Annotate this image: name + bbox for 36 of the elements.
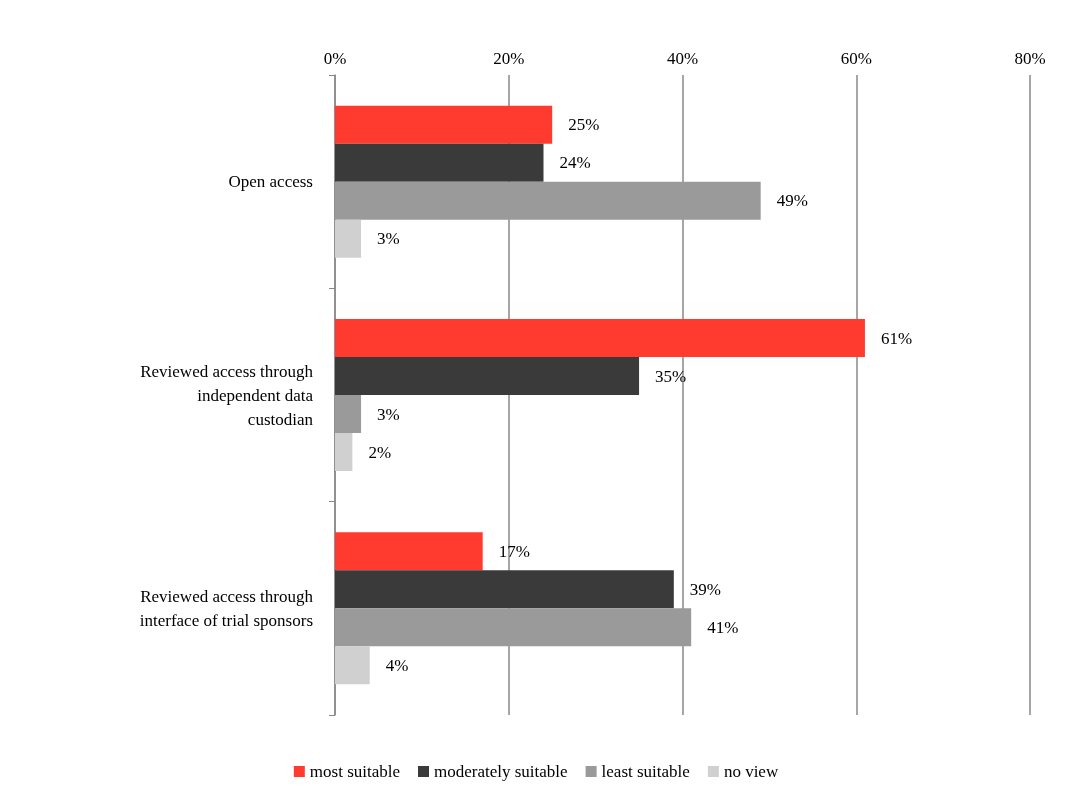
x-tick-label: 80% — [1014, 49, 1046, 68]
bar — [335, 319, 865, 357]
y-tick-label: Reviewed access through independent data custodian — [140, 361, 314, 429]
legend-label: no view — [723, 762, 779, 781]
data-label: 24% — [559, 153, 591, 173]
bar — [335, 608, 692, 647]
bar — [335, 219, 362, 258]
y-tick-label: Open access — [228, 172, 313, 192]
bar — [335, 395, 362, 433]
data-label: 41% — [707, 617, 739, 637]
data-label: 3% — [377, 229, 400, 249]
bar — [335, 433, 353, 471]
legend-label: most suitable — [309, 762, 401, 781]
data-label: 4% — [385, 655, 409, 675]
bar — [335, 181, 761, 220]
bar — [335, 357, 640, 395]
data-label: 17% — [498, 541, 530, 561]
data-label: 49% — [776, 191, 808, 211]
x-tick-label: 0% — [323, 49, 347, 68]
legend-label: least suitable — [601, 762, 690, 781]
x-tick-label: 60% — [840, 49, 872, 68]
x-tick-label: 40% — [666, 49, 699, 68]
data-label: 25% — [568, 115, 600, 135]
legend-label: moderately suitable — [434, 762, 568, 781]
bar — [335, 570, 674, 609]
data-label: 3% — [377, 404, 400, 424]
data-label: 61% — [880, 328, 913, 348]
y-tick-label: Reviewed access through interface of trial sponsors — [139, 586, 314, 630]
data-label: 39% — [689, 579, 721, 599]
bar — [335, 532, 483, 571]
data-label: 35% — [655, 366, 687, 386]
bar — [335, 646, 370, 685]
bar — [335, 105, 553, 144]
x-tick-label: 20% — [493, 49, 525, 68]
bar — [335, 143, 544, 182]
data-label: 2% — [368, 442, 392, 462]
